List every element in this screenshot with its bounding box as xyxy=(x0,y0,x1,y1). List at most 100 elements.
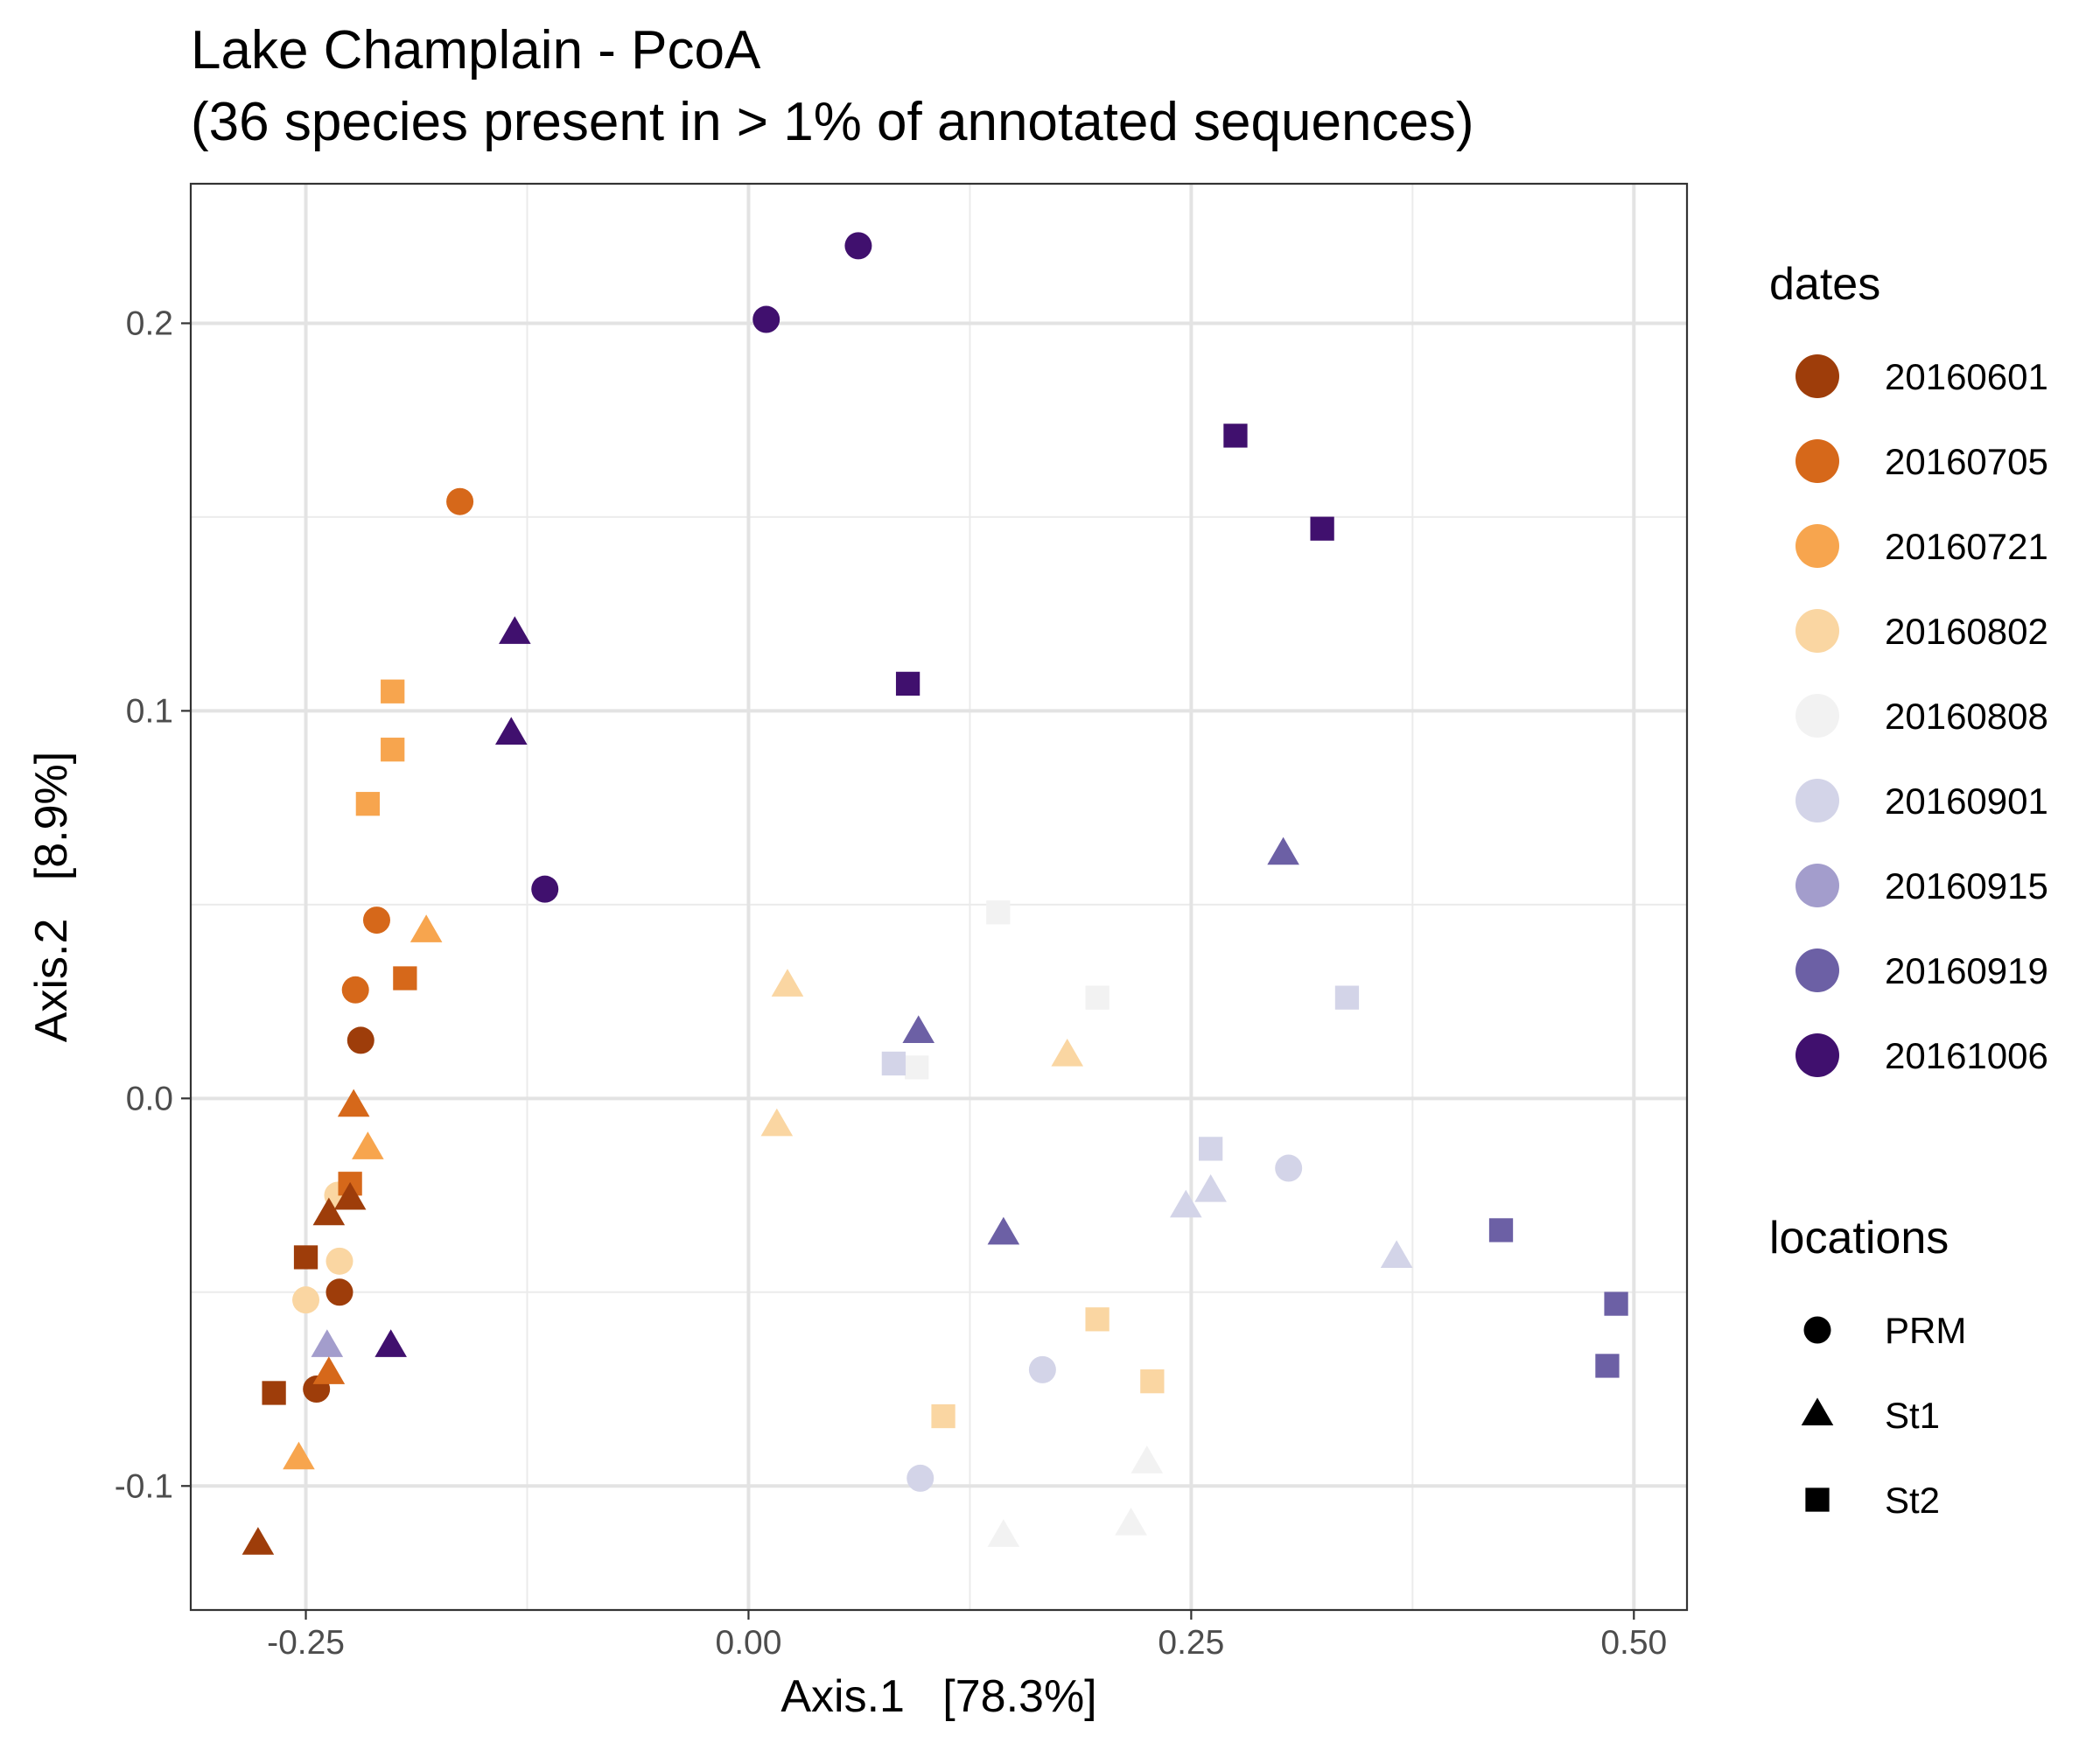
data-point xyxy=(242,1527,275,1555)
data-point xyxy=(1334,985,1360,1010)
data-point xyxy=(326,1247,354,1275)
data-point xyxy=(1267,836,1299,865)
grid-lines xyxy=(191,184,1687,1610)
plot-panel-border xyxy=(189,182,1689,1612)
legend-label: 20160808 xyxy=(1885,696,2048,737)
legend-label: St1 xyxy=(1885,1395,1940,1436)
y-tick-label: 0.1 xyxy=(126,692,173,730)
legend-key-PRM xyxy=(1803,1316,1831,1344)
legend-key-20160705 xyxy=(1796,439,1839,483)
data-point xyxy=(1310,516,1334,541)
chart-subtitle: (36 species present in > 1% of annotated… xyxy=(191,92,1474,152)
data-point xyxy=(1130,1446,1164,1474)
data-point xyxy=(333,1181,367,1210)
data-point xyxy=(341,976,369,1004)
data-point xyxy=(1275,1154,1303,1182)
data-point xyxy=(1115,1507,1147,1536)
x-axis-label: Axis.1 [78.3%] xyxy=(780,1671,1096,1722)
legend-label: 20160721 xyxy=(1885,526,2048,567)
data-point xyxy=(1170,1189,1202,1218)
data-point xyxy=(1051,1038,1084,1067)
data-point xyxy=(895,671,920,696)
legend-key-20160808 xyxy=(1796,694,1839,738)
data-point xyxy=(311,1329,344,1357)
data-point xyxy=(905,1055,929,1080)
legend-label: 20160705 xyxy=(1885,441,2048,482)
legend-label: 20160901 xyxy=(1885,780,2048,822)
legend-key-20160901 xyxy=(1796,779,1839,822)
data-point xyxy=(381,679,405,704)
data-point xyxy=(1198,1137,1223,1161)
data-point xyxy=(906,1464,934,1492)
data-point xyxy=(352,1131,384,1159)
x-tick-label: 0.25 xyxy=(1158,1624,1224,1662)
data-point xyxy=(844,232,872,260)
data-point xyxy=(355,792,381,816)
legend-label: 20161006 xyxy=(1885,1035,2048,1076)
data-point xyxy=(931,1404,956,1429)
legend-key-St2 xyxy=(1805,1488,1830,1512)
legend-key-20161006 xyxy=(1796,1033,1839,1077)
data-point xyxy=(1488,1218,1514,1242)
data-point xyxy=(1380,1240,1413,1268)
data-point xyxy=(337,1088,370,1117)
data-point xyxy=(1140,1369,1165,1394)
data-point xyxy=(760,1108,794,1137)
data-point xyxy=(771,969,804,997)
legend-label: 20160802 xyxy=(1885,611,2048,652)
data-points xyxy=(242,232,1628,1555)
data-point xyxy=(292,1286,320,1314)
data-point xyxy=(312,1197,346,1226)
data-point xyxy=(283,1441,315,1470)
data-point xyxy=(446,487,474,515)
data-point xyxy=(1028,1355,1056,1383)
legend-key-20160919 xyxy=(1796,948,1839,992)
legend-label: 20160919 xyxy=(1885,950,2048,991)
data-point xyxy=(531,875,559,903)
legend-label: PRM xyxy=(1885,1310,1966,1351)
y-tick-label: -0.1 xyxy=(115,1467,173,1505)
locations-legend-title: locations xyxy=(1769,1213,1949,1264)
x-tick-label: -0.25 xyxy=(267,1624,345,1662)
data-point xyxy=(381,738,405,762)
data-point xyxy=(987,1519,1020,1547)
data-point xyxy=(752,305,780,333)
legend-label: 20160601 xyxy=(1885,356,2048,397)
data-point xyxy=(393,966,417,990)
dates-legend: dates 20160601 20160705 20160721 20160802 20… xyxy=(1769,259,2048,1077)
data-point xyxy=(312,1356,346,1384)
data-point xyxy=(1085,1307,1110,1332)
legend-label: 20160915 xyxy=(1885,865,2048,906)
y-tick-label: 0.2 xyxy=(126,304,173,342)
legend-label: St2 xyxy=(1885,1480,1940,1521)
legend-key-20160802 xyxy=(1796,609,1839,653)
x-tick-label: 0.50 xyxy=(1600,1624,1667,1662)
chart-title: Lake Champlain - PcoA xyxy=(191,20,761,80)
axes: -0.25 0.00 0.25 0.50 -0.1 0.0 0.1 0.2 xyxy=(115,304,1667,1662)
data-point xyxy=(881,1051,906,1076)
data-point xyxy=(1194,1174,1227,1202)
x-tick-label: 0.00 xyxy=(716,1624,782,1662)
data-point xyxy=(374,1329,407,1357)
legend-key-St1 xyxy=(1801,1397,1834,1426)
data-point xyxy=(1085,985,1110,1010)
data-point xyxy=(293,1245,318,1270)
locations-legend: locations PRM St1 St2 xyxy=(1769,1213,1966,1521)
data-point xyxy=(1223,424,1248,448)
data-point xyxy=(986,900,1011,925)
legend-key-20160915 xyxy=(1796,864,1839,907)
data-point xyxy=(346,1026,374,1054)
y-axis-label: Axis.2 [8.9%] xyxy=(26,752,77,1042)
data-point xyxy=(902,1015,935,1044)
plot-panel-background xyxy=(191,184,1687,1610)
legend-key-20160721 xyxy=(1796,524,1839,568)
data-point xyxy=(1604,1292,1628,1316)
legend-key-20160601 xyxy=(1796,354,1839,398)
data-point xyxy=(410,914,443,942)
data-point xyxy=(494,717,528,745)
y-tick-label: 0.0 xyxy=(126,1080,173,1117)
dates-legend-title: dates xyxy=(1769,259,1880,310)
data-point xyxy=(499,616,531,644)
data-point xyxy=(1595,1354,1620,1378)
data-point xyxy=(362,906,390,934)
